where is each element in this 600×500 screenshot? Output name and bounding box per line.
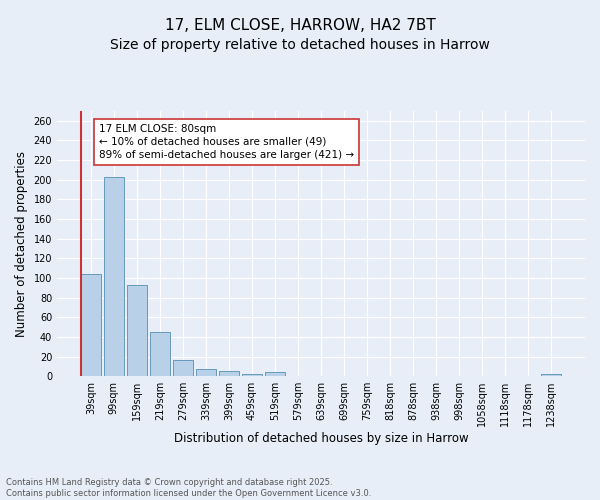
Text: 17 ELM CLOSE: 80sqm
← 10% of detached houses are smaller (49)
89% of semi-detach: 17 ELM CLOSE: 80sqm ← 10% of detached ho… [99,124,354,160]
Bar [541,374,561,376]
Bar [242,374,262,376]
Bar [265,372,285,376]
Text: Size of property relative to detached houses in Harrow: Size of property relative to detached ho… [110,38,490,52]
Text: Contains HM Land Registry data © Crown copyright and database right 2025.
Contai: Contains HM Land Registry data © Crown c… [6,478,371,498]
Text: 17, ELM CLOSE, HARROW, HA2 7BT: 17, ELM CLOSE, HARROW, HA2 7BT [164,18,436,32]
Bar [127,285,146,376]
Bar [173,360,193,376]
X-axis label: Distribution of detached houses by size in Harrow: Distribution of detached houses by size … [174,432,469,445]
Bar [219,372,239,376]
Bar [81,274,101,376]
Y-axis label: Number of detached properties: Number of detached properties [15,150,28,336]
Bar [196,370,216,376]
Bar [104,177,124,376]
Bar [150,332,170,376]
